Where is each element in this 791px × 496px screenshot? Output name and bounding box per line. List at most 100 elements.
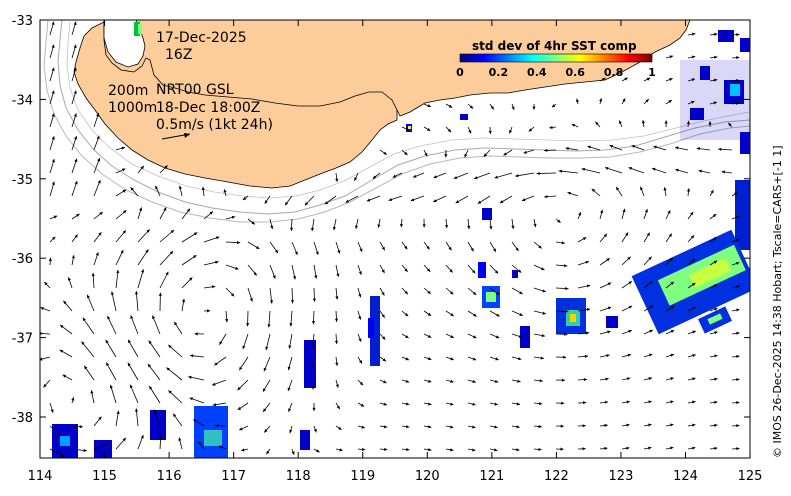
current-arrowhead bbox=[576, 99, 579, 102]
contour-label-200m: 200m bbox=[108, 83, 148, 99]
lon-tick-label: 120 bbox=[415, 469, 440, 484]
current-arrowhead bbox=[606, 354, 609, 357]
current-arrowhead bbox=[313, 299, 316, 302]
colorbar-tick-label: 1 bbox=[648, 66, 656, 79]
current-arrowhead bbox=[516, 448, 519, 451]
current-arrowhead bbox=[664, 187, 667, 190]
current-arrowhead bbox=[512, 106, 515, 109]
current-arrowhead bbox=[515, 248, 518, 251]
lat-tick-label: -34 bbox=[12, 93, 33, 108]
current-arrowhead bbox=[293, 276, 296, 279]
current-arrowhead bbox=[587, 308, 590, 311]
current-arrowhead bbox=[96, 252, 99, 255]
current-arrowhead bbox=[195, 332, 198, 335]
current-arrowhead bbox=[450, 402, 453, 405]
colorbar-gradient bbox=[460, 54, 652, 62]
current-arrowhead bbox=[355, 225, 358, 228]
current-arrowhead bbox=[714, 354, 717, 357]
current-arrowhead bbox=[225, 319, 228, 322]
current-arrowhead bbox=[472, 425, 475, 428]
current-arrowhead bbox=[311, 228, 314, 231]
lon-tick-label: 125 bbox=[738, 469, 763, 484]
current-arrowhead bbox=[265, 200, 268, 203]
current-arrowhead bbox=[384, 425, 387, 428]
lon-tick-label: 116 bbox=[157, 469, 182, 484]
current-arrowhead bbox=[336, 273, 339, 276]
current-arrowhead bbox=[605, 378, 608, 381]
current-arrowhead bbox=[223, 189, 226, 192]
current-arrowhead bbox=[736, 447, 739, 450]
current-arrowhead bbox=[289, 323, 292, 326]
lat-tick-label: -36 bbox=[12, 252, 33, 267]
current-arrowhead bbox=[90, 390, 93, 393]
current-arrowhead bbox=[538, 448, 541, 451]
current-arrowhead bbox=[699, 170, 702, 173]
current-arrowhead bbox=[83, 318, 86, 321]
current-arrowhead bbox=[544, 149, 547, 152]
current-arrowhead bbox=[275, 250, 278, 253]
current-arrowhead bbox=[561, 402, 564, 405]
current-arrowhead bbox=[645, 209, 648, 212]
lon-tick-label: 122 bbox=[544, 469, 569, 484]
current-arrowhead bbox=[242, 346, 245, 349]
current-arrowhead bbox=[246, 323, 249, 326]
lon-tick-label: 119 bbox=[350, 469, 375, 484]
current-arrowhead bbox=[587, 284, 590, 287]
current-arrowhead bbox=[648, 400, 651, 403]
current-arrowhead bbox=[670, 447, 673, 450]
current-arrowhead bbox=[692, 447, 695, 450]
current-arrowhead bbox=[266, 451, 269, 454]
current-arrowhead bbox=[111, 291, 114, 294]
lat-tick-label: -38 bbox=[12, 411, 33, 426]
current-arrowhead bbox=[384, 448, 387, 451]
current-arrowhead bbox=[582, 168, 585, 171]
current-arrowhead bbox=[389, 198, 392, 201]
current-arrowhead bbox=[516, 425, 519, 428]
colorbar-tick-label: 0 bbox=[456, 66, 464, 79]
current-arrowhead bbox=[626, 447, 629, 450]
current-arrowhead bbox=[565, 287, 568, 290]
current-arrowhead bbox=[450, 425, 453, 428]
current-arrowhead bbox=[314, 275, 317, 278]
current-arrowhead bbox=[235, 267, 238, 270]
current-arrowhead bbox=[626, 424, 629, 427]
lat-tick-label: -35 bbox=[12, 173, 33, 188]
current-arrowhead bbox=[72, 255, 75, 258]
current-arrowhead bbox=[68, 277, 71, 280]
current-arrowhead bbox=[736, 332, 739, 335]
current-arrowhead bbox=[494, 448, 497, 451]
current-arrowhead bbox=[533, 224, 536, 227]
current-arrowhead bbox=[75, 181, 78, 184]
current-arrowhead bbox=[670, 424, 673, 427]
current-arrowhead bbox=[383, 358, 386, 361]
current-arrowhead bbox=[444, 154, 447, 157]
current-arrowhead bbox=[583, 424, 586, 427]
current-arrowhead bbox=[339, 448, 342, 451]
current-arrowhead bbox=[216, 236, 219, 239]
current-arrowhead bbox=[84, 366, 87, 369]
current-arrowhead bbox=[173, 414, 176, 417]
current-arrowhead bbox=[583, 401, 586, 404]
current-arrowhead bbox=[599, 98, 602, 101]
current-arrowhead bbox=[517, 402, 520, 405]
current-arrowhead bbox=[561, 425, 564, 428]
current-arrowhead bbox=[232, 216, 235, 219]
current-arrowhead bbox=[80, 425, 83, 428]
current-arrowhead bbox=[179, 186, 182, 189]
valid-time-label: 18-Dec 18:00Z bbox=[156, 100, 260, 116]
current-arrowhead bbox=[178, 437, 181, 440]
hour-label: 16Z bbox=[165, 47, 192, 63]
lon-tick-label: 115 bbox=[92, 469, 117, 484]
current-arrowhead bbox=[585, 355, 588, 358]
current-arrowhead bbox=[560, 448, 563, 451]
current-arrowhead bbox=[582, 447, 585, 450]
current-arrowhead bbox=[714, 378, 717, 381]
current-arrowhead bbox=[428, 448, 431, 451]
colorbar-tick-label: 0.4 bbox=[527, 66, 547, 79]
colorbar-tick-label: 0.8 bbox=[604, 66, 624, 79]
current-arrowhead bbox=[494, 425, 497, 428]
current-arrowhead bbox=[472, 403, 475, 406]
current-arrowhead bbox=[692, 55, 695, 58]
current-arrowhead bbox=[135, 408, 138, 411]
